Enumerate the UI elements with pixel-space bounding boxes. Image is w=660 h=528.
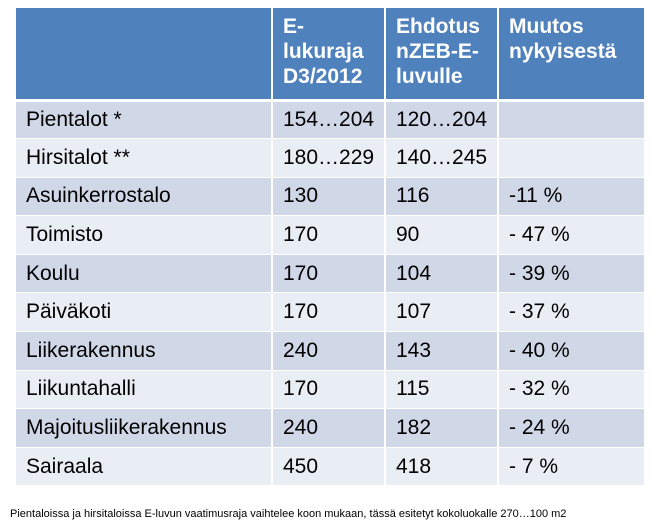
cell-nzeb: 116 <box>385 177 499 217</box>
cell-building-type: Liikuntahalli <box>16 370 273 410</box>
header-line: nykyisestä <box>509 40 617 63</box>
cell-change: - 37 % <box>498 292 644 333</box>
cell-e-limit: 170 <box>272 370 386 410</box>
cell-e-limit: 450 <box>272 447 386 487</box>
table-row: Liikuntahalli 170 115 - 32 % <box>16 370 644 410</box>
cell-nzeb: 107 <box>385 292 499 333</box>
header-line: luvulle <box>396 65 463 88</box>
header-line: Muutos <box>509 15 584 38</box>
cell-change: - 32 % <box>498 370 644 410</box>
cell-nzeb: 182 <box>385 408 499 448</box>
cell-change <box>498 100 644 140</box>
cell-change: - 47 % <box>498 215 644 255</box>
cell-e-limit: 180…229 <box>272 138 386 178</box>
cell-change: - 40 % <box>498 331 644 371</box>
cell-change: -11 % <box>498 177 644 217</box>
cell-e-limit: 170 <box>272 292 386 333</box>
cell-nzeb: 140…245 <box>385 138 499 178</box>
table-row: Majoitusliikerakennus 240 182 - 24 % <box>16 408 644 448</box>
cell-nzeb: 418 <box>385 447 499 487</box>
cell-e-limit: 170 <box>272 254 386 294</box>
cell-nzeb: 120…204 <box>385 100 499 140</box>
cell-building-type: Toimisto <box>16 215 273 255</box>
table-row: Hirsitalot ** 180…229 140…245 <box>16 138 644 178</box>
table-row: Koulu 170 104 - 39 % <box>16 254 644 294</box>
cell-nzeb: 90 <box>385 215 499 255</box>
cell-building-type: Päiväkoti <box>16 292 273 333</box>
table-header-row: E-lukuraja D3/2012 Ehdotus nZEB-E- luvul… <box>16 8 644 102</box>
table-row: Asuinkerrostalo 130 116 -11 % <box>16 177 644 217</box>
cell-e-limit: 240 <box>272 408 386 448</box>
cell-change: - 24 % <box>498 408 644 448</box>
energy-limit-table-container: E-lukuraja D3/2012 Ehdotus nZEB-E- luvul… <box>16 8 644 487</box>
cell-nzeb: 104 <box>385 254 499 294</box>
header-line: E-lukuraja <box>283 15 364 63</box>
cell-change: - 7 % <box>498 447 644 487</box>
header-cell-e-limit-d3-2012: E-lukuraja D3/2012 <box>272 8 386 102</box>
cell-change <box>498 138 644 178</box>
table-row: Pientalot * 154…204 120…204 <box>16 100 644 140</box>
header-line: nZEB-E- <box>396 40 479 63</box>
cell-nzeb: 115 <box>385 370 499 410</box>
table-row: Toimisto 170 90 - 47 % <box>16 215 644 255</box>
cell-building-type: Pientalot * <box>16 100 273 140</box>
cell-building-type: Koulu <box>16 254 273 294</box>
header-cell-building-type <box>16 8 273 102</box>
cell-e-limit: 170 <box>272 215 386 255</box>
cell-e-limit: 154…204 <box>272 100 386 140</box>
cell-building-type: Hirsitalot ** <box>16 138 273 178</box>
header-line: D3/2012 <box>283 65 363 88</box>
cell-nzeb: 143 <box>385 331 499 371</box>
cell-building-type: Majoitusliikerakennus <box>16 408 273 448</box>
cell-building-type: Sairaala <box>16 447 273 487</box>
table-row: Liikerakennus 240 143 - 40 % <box>16 331 644 371</box>
cell-e-limit: 130 <box>272 177 386 217</box>
header-line: Ehdotus <box>396 15 480 38</box>
footnote: Pientaloissa ja hirsitaloissa E-luvun va… <box>10 508 567 520</box>
cell-e-limit: 240 <box>272 331 386 371</box>
table-row: Sairaala 450 418 - 7 % <box>16 447 644 487</box>
header-cell-nzeb-proposal: Ehdotus nZEB-E- luvulle <box>385 8 499 102</box>
cell-building-type: Asuinkerrostalo <box>16 177 273 217</box>
table-row: Päiväkoti 170 107 - 37 % <box>16 292 644 333</box>
header-cell-change: Muutos nykyisestä <box>498 8 644 102</box>
energy-limit-table: E-lukuraja D3/2012 Ehdotus nZEB-E- luvul… <box>16 8 644 487</box>
cell-change: - 39 % <box>498 254 644 294</box>
cell-building-type: Liikerakennus <box>16 331 273 371</box>
